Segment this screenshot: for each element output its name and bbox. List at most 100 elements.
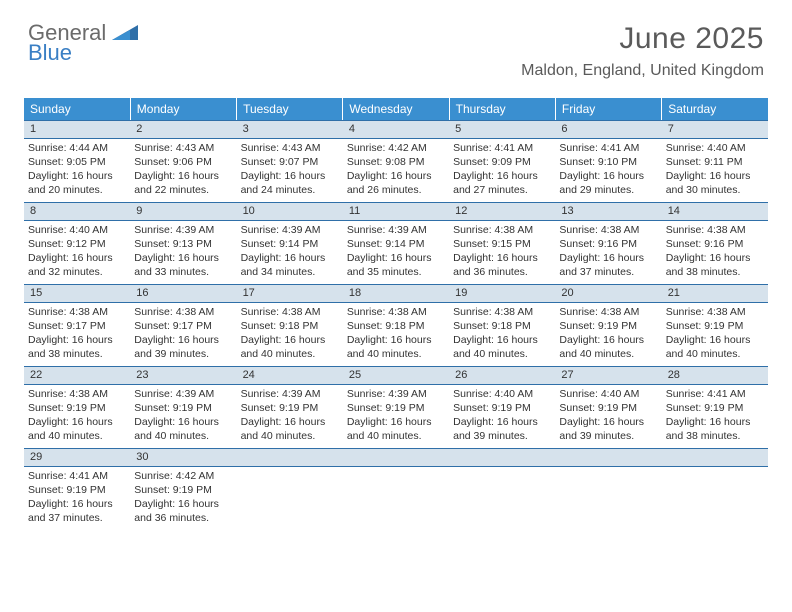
sunset-line: Sunset: 9:19 PM xyxy=(28,483,126,497)
day-number: 14 xyxy=(662,202,768,221)
daylight-line: Daylight: 16 hours and 36 minutes. xyxy=(134,497,232,525)
sunrise-line: Sunrise: 4:41 AM xyxy=(28,469,126,483)
daylight-line: Daylight: 16 hours and 38 minutes. xyxy=(666,415,764,443)
sunrise-line: Sunrise: 4:41 AM xyxy=(453,141,551,155)
daylight-line: Daylight: 16 hours and 32 minutes. xyxy=(28,251,126,279)
calendar-cell: 22Sunrise: 4:38 AMSunset: 9:19 PMDayligh… xyxy=(24,366,130,448)
daylight-line: Daylight: 16 hours and 22 minutes. xyxy=(134,169,232,197)
calendar-cell: 19Sunrise: 4:38 AMSunset: 9:18 PMDayligh… xyxy=(449,284,555,366)
daylight-line: Daylight: 16 hours and 40 minutes. xyxy=(28,415,126,443)
sunset-line: Sunset: 9:19 PM xyxy=(453,401,551,415)
sunset-line: Sunset: 9:19 PM xyxy=(134,401,232,415)
daylight-line: Daylight: 16 hours and 40 minutes. xyxy=(347,333,445,361)
sunset-line: Sunset: 9:13 PM xyxy=(134,237,232,251)
sunrise-line: Sunrise: 4:39 AM xyxy=(241,223,339,237)
calendar-cell: 25Sunrise: 4:39 AMSunset: 9:19 PMDayligh… xyxy=(343,366,449,448)
calendar-cell: 23 Sunrise: 4:39 AMSunset: 9:19 PMDayligh… xyxy=(130,366,236,448)
day-detail: Sunrise: 4:38 AMSunset: 9:17 PMDaylight:… xyxy=(24,305,130,366)
day-number: 5 xyxy=(449,120,555,139)
sunrise-line: Sunrise: 4:38 AM xyxy=(28,305,126,319)
calendar-cell: 18Sunrise: 4:38 AMSunset: 9:18 PMDayligh… xyxy=(343,284,449,366)
day-number: 22 xyxy=(24,366,130,385)
day-detail: Sunrise: 4:41 AMSunset: 9:19 PMDaylight:… xyxy=(24,469,130,530)
sunset-line: Sunset: 9:19 PM xyxy=(559,319,657,333)
daylight-line: Daylight: 16 hours and 39 minutes. xyxy=(134,333,232,361)
daylight-line: Daylight: 16 hours and 35 minutes. xyxy=(347,251,445,279)
logo: General Blue xyxy=(28,22,138,64)
day-number: 11 xyxy=(343,202,449,221)
sunset-line: Sunset: 9:08 PM xyxy=(347,155,445,169)
sunrise-line: Sunrise: 4:40 AM xyxy=(28,223,126,237)
sunrise-line: Sunrise: 4:42 AM xyxy=(347,141,445,155)
calendar-header-row: SundayMondayTuesdayWednesdayThursdayFrid… xyxy=(24,98,768,120)
day-detail: Sunrise: 4:38 AMSunset: 9:15 PMDaylight:… xyxy=(449,223,555,284)
month-title: June 2025 xyxy=(521,22,764,56)
day-detail: Sunrise: 4:39 AMSunset: 9:19 PMDaylight:… xyxy=(130,387,236,448)
sunrise-line: Sunrise: 4:39 AM xyxy=(347,223,445,237)
calendar-week-row: 15Sunrise: 4:38 AMSunset: 9:17 PMDayligh… xyxy=(24,284,768,366)
logo-text-block: General Blue xyxy=(28,22,106,64)
sunrise-line: Sunrise: 4:44 AM xyxy=(28,141,126,155)
sunset-line: Sunset: 9:17 PM xyxy=(134,319,232,333)
day-detail: Sunrise: 4:38 AMSunset: 9:16 PMDaylight:… xyxy=(662,223,768,284)
day-number: 25 xyxy=(343,366,449,385)
sunset-line: Sunset: 9:09 PM xyxy=(453,155,551,169)
daylight-line: Daylight: 16 hours and 26 minutes. xyxy=(347,169,445,197)
daylight-line: Daylight: 16 hours and 36 minutes. xyxy=(453,251,551,279)
location-text: Maldon, England, United Kingdom xyxy=(521,62,764,80)
day-detail: Sunrise: 4:41 AMSunset: 9:10 PMDaylight:… xyxy=(555,141,661,202)
daylight-line: Daylight: 16 hours and 38 minutes. xyxy=(28,333,126,361)
daylight-line: Daylight: 16 hours and 33 minutes. xyxy=(134,251,232,279)
calendar-cell: 3Sunrise: 4:43 AMSunset: 9:07 PMDaylight… xyxy=(237,120,343,202)
daylight-line: Daylight: 16 hours and 30 minutes. xyxy=(666,169,764,197)
day-number: 4 xyxy=(343,120,449,139)
day-detail: Sunrise: 4:40 AMSunset: 9:11 PMDaylight:… xyxy=(662,141,768,202)
calendar-cell: 21 Sunrise: 4:38 AMSunset: 9:19 PMDayligh… xyxy=(662,284,768,366)
day-number: 27 xyxy=(555,366,661,385)
day-detail: Sunrise: 4:38 AMSunset: 9:19 PMDaylight:… xyxy=(662,305,768,366)
sunrise-line: Sunrise: 4:38 AM xyxy=(28,387,126,401)
calendar-week-row: 22Sunrise: 4:38 AMSunset: 9:19 PMDayligh… xyxy=(24,366,768,448)
calendar-cell: 13Sunrise: 4:38 AMSunset: 9:16 PMDayligh… xyxy=(555,202,661,284)
day-number: 23 xyxy=(130,366,236,385)
sunset-line: Sunset: 9:19 PM xyxy=(559,401,657,415)
day-number: 1 xyxy=(24,120,130,139)
sunset-line: Sunset: 9:06 PM xyxy=(134,155,232,169)
day-number: 10 xyxy=(237,202,343,221)
day-number: 7 xyxy=(662,120,768,139)
daylight-line: Daylight: 16 hours and 40 minutes. xyxy=(559,333,657,361)
daylight-line: Daylight: 16 hours and 27 minutes. xyxy=(453,169,551,197)
day-detail: Sunrise: 4:38 AMSunset: 9:17 PMDaylight:… xyxy=(130,305,236,366)
daynum-bar-empty xyxy=(237,448,343,467)
day-number: 3 xyxy=(237,120,343,139)
calendar-cell: 7 Sunrise: 4:40 AMSunset: 9:11 PMDaylight… xyxy=(662,120,768,202)
daylight-line: Daylight: 16 hours and 40 minutes. xyxy=(347,415,445,443)
day-detail: Sunrise: 4:38 AMSunset: 9:18 PMDaylight:… xyxy=(343,305,449,366)
day-number: 19 xyxy=(449,284,555,303)
day-number: 8 xyxy=(24,202,130,221)
sunset-line: Sunset: 9:15 PM xyxy=(453,237,551,251)
sunset-line: Sunset: 9:16 PM xyxy=(559,237,657,251)
sunrise-line: Sunrise: 4:43 AM xyxy=(241,141,339,155)
calendar-cell: 10Sunrise: 4:39 AMSunset: 9:14 PMDayligh… xyxy=(237,202,343,284)
day-detail: Sunrise: 4:40 AMSunset: 9:12 PMDaylight:… xyxy=(24,223,130,284)
calendar-cell: 27Sunrise: 4:40 AMSunset: 9:19 PMDayligh… xyxy=(555,366,661,448)
day-number: 21 xyxy=(662,284,768,303)
daylight-line: Daylight: 16 hours and 39 minutes. xyxy=(453,415,551,443)
calendar-cell: 26Sunrise: 4:40 AMSunset: 9:19 PMDayligh… xyxy=(449,366,555,448)
day-number: 28 xyxy=(662,366,768,385)
sunrise-line: Sunrise: 4:38 AM xyxy=(559,223,657,237)
calendar-cell xyxy=(237,448,343,530)
title-block: June 2025 Maldon, England, United Kingdo… xyxy=(521,22,764,80)
calendar-body: 1Sunrise: 4:44 AMSunset: 9:05 PMDaylight… xyxy=(24,120,768,530)
day-number: 6 xyxy=(555,120,661,139)
calendar-cell: 5 Sunrise: 4:41 AMSunset: 9:09 PMDaylight… xyxy=(449,120,555,202)
calendar-cell: 29Sunrise: 4:41 AMSunset: 9:19 PMDayligh… xyxy=(24,448,130,530)
day-detail: Sunrise: 4:43 AMSunset: 9:06 PMDaylight:… xyxy=(130,141,236,202)
day-detail: Sunrise: 4:39 AMSunset: 9:14 PMDaylight:… xyxy=(343,223,449,284)
daylight-line: Daylight: 16 hours and 20 minutes. xyxy=(28,169,126,197)
sunset-line: Sunset: 9:18 PM xyxy=(241,319,339,333)
sunrise-line: Sunrise: 4:40 AM xyxy=(559,387,657,401)
sunrise-line: Sunrise: 4:40 AM xyxy=(453,387,551,401)
sunset-line: Sunset: 9:05 PM xyxy=(28,155,126,169)
